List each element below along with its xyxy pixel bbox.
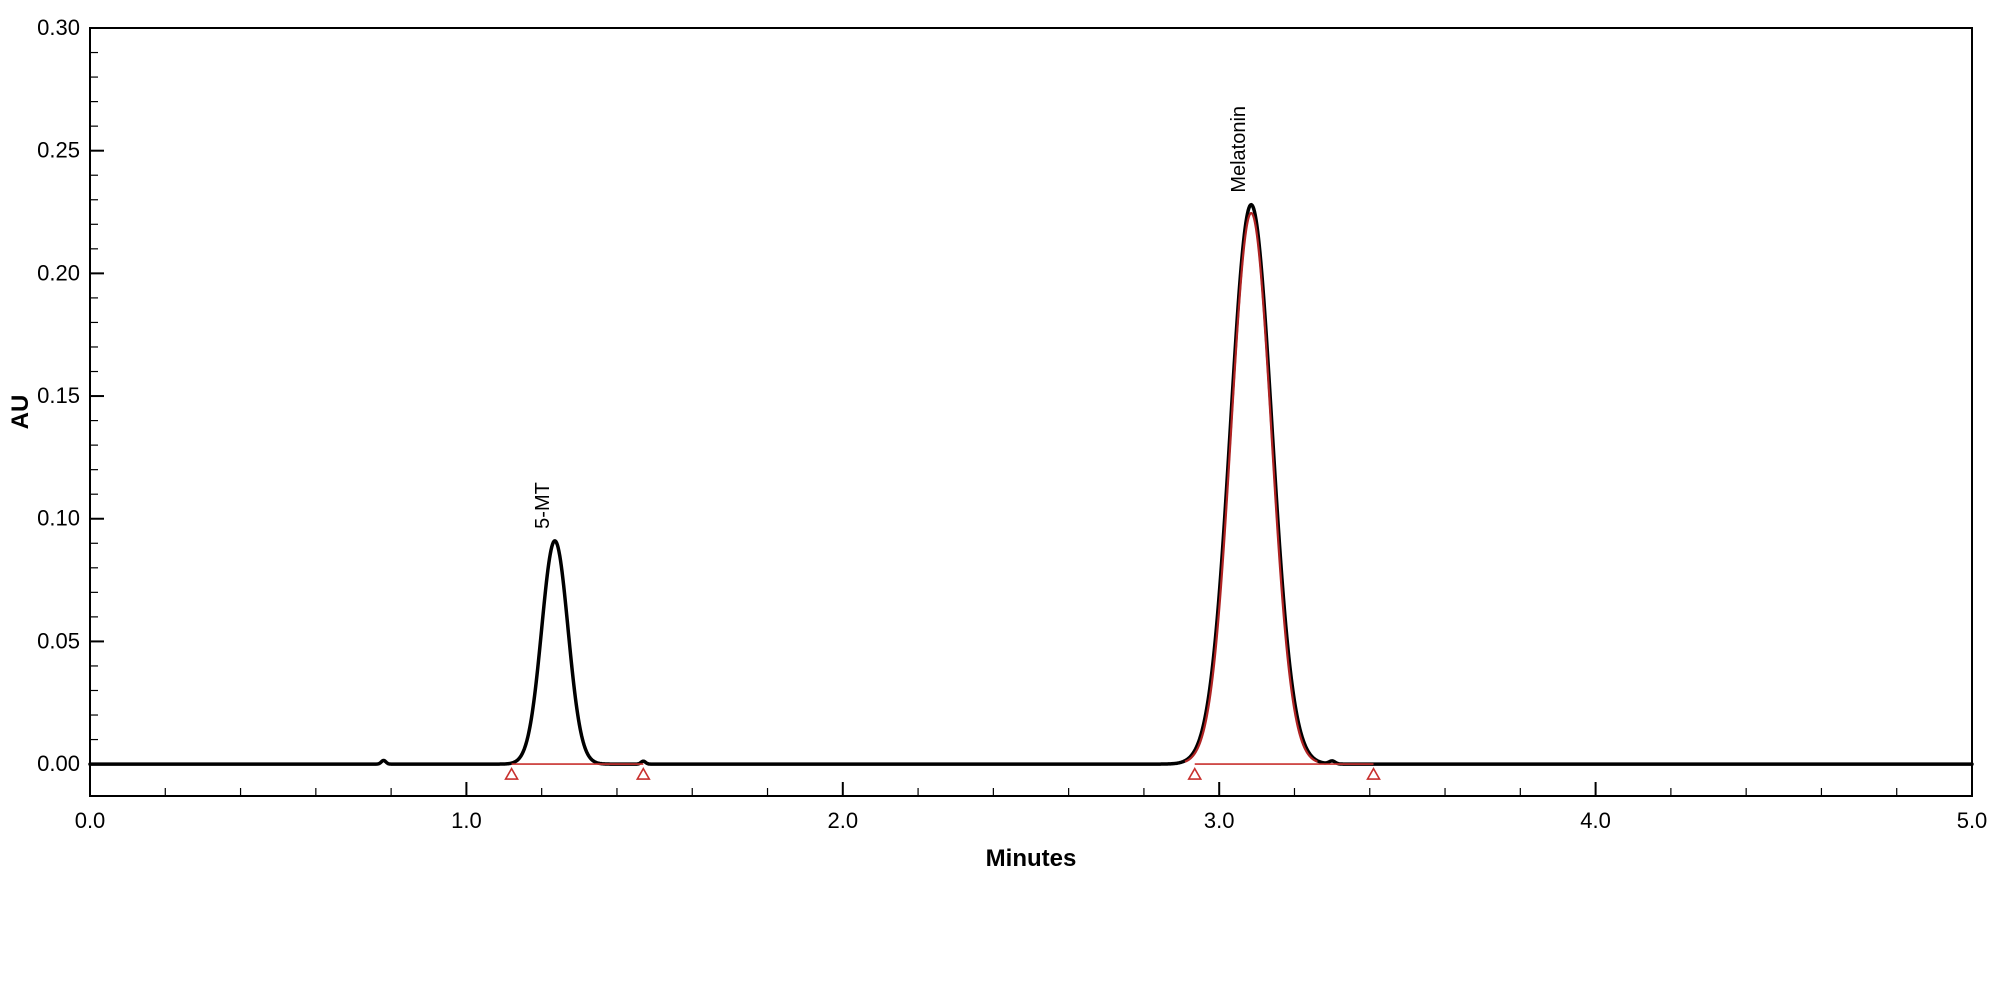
y-tick-label: 0.15 (37, 383, 80, 408)
x-tick-label: 2.0 (828, 808, 859, 833)
x-tick-label: 5.0 (1957, 808, 1988, 833)
x-tick-label: 1.0 (451, 808, 482, 833)
y-tick-label: 0.30 (37, 15, 80, 40)
peak-label-melatonin: Melatonin (1228, 106, 1250, 193)
x-tick-label: 4.0 (1580, 808, 1611, 833)
y-tick-label: 0.05 (37, 628, 80, 653)
x-tick-label: 3.0 (1204, 808, 1235, 833)
y-tick-label: 0.20 (37, 260, 80, 285)
y-axis-label: AU (7, 395, 34, 430)
y-tick-label: 0.00 (37, 751, 80, 776)
chromatogram-chart: 0.0 1.0 2.0 3.0 4.0 5.0 Minutes 0.00 0.05 0.10 0.1… (0, 0, 2000, 1003)
y-tick-label: 0.25 (37, 138, 80, 163)
x-axis-label: Minutes (986, 845, 1077, 872)
y-tick-label: 0.10 (37, 506, 80, 531)
peak-label-5mt: 5-MT (532, 482, 554, 529)
x-tick-label: 0.0 (75, 808, 106, 833)
